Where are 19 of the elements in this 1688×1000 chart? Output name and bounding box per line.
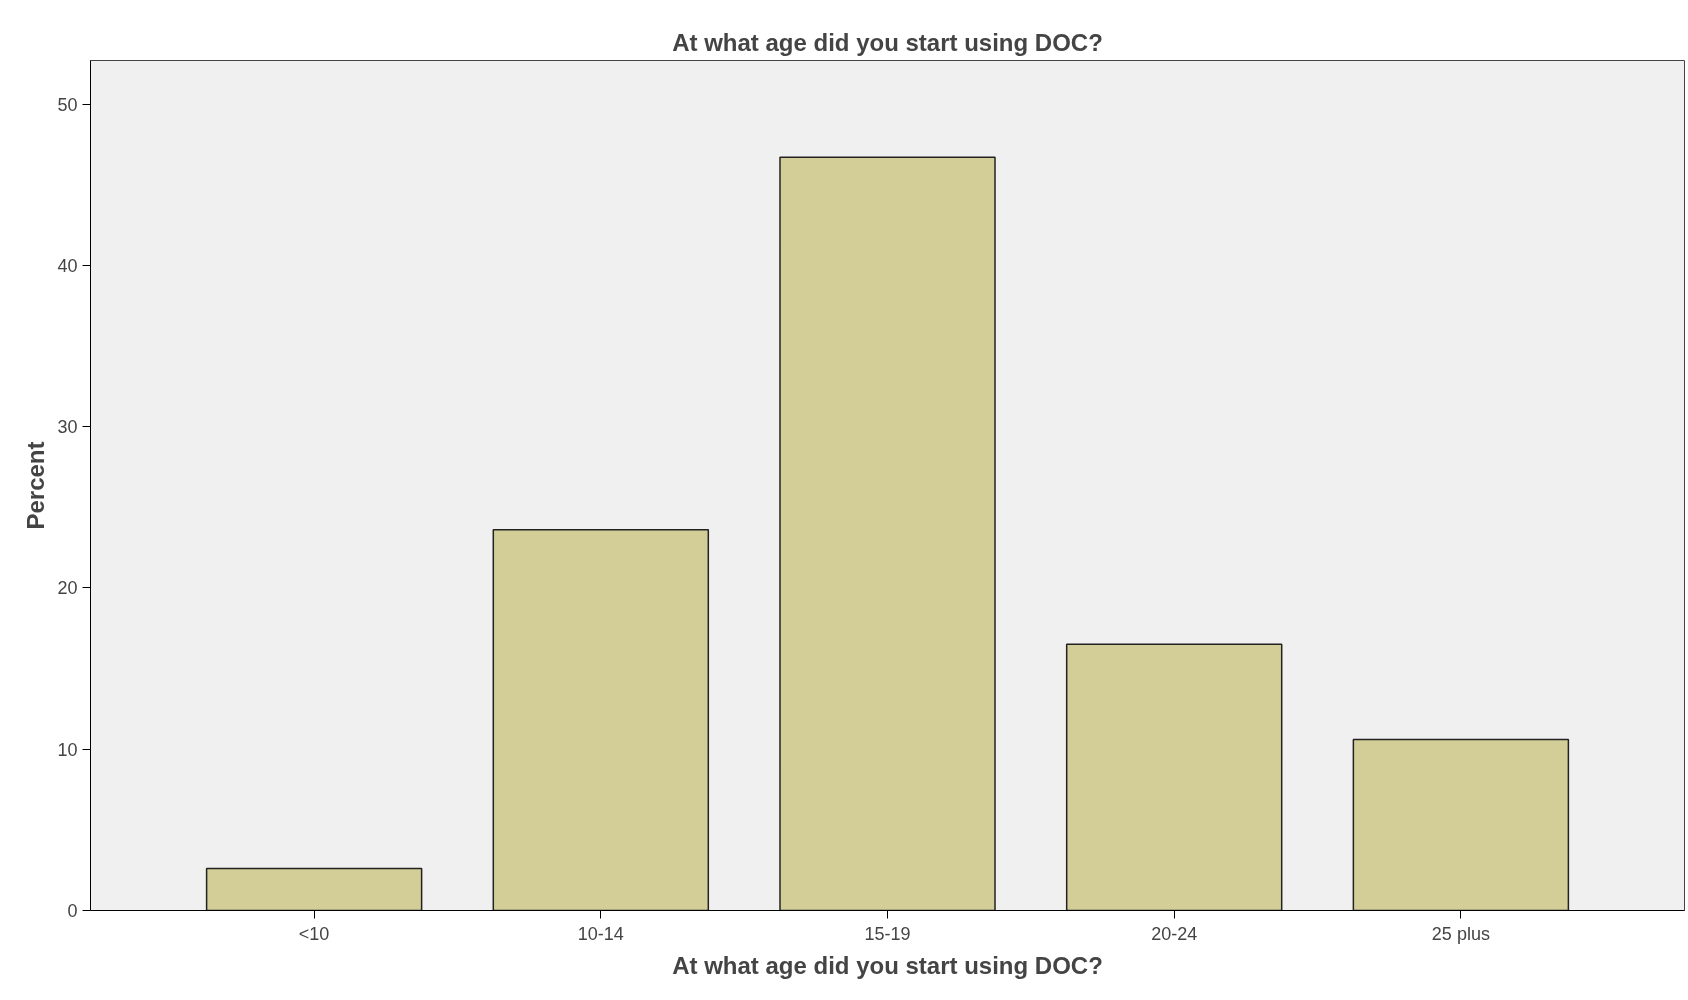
y-tick-label: 10	[57, 739, 78, 760]
y-tick-label: 30	[57, 417, 78, 438]
bar	[1065, 643, 1283, 911]
y-axis-title: Percent	[22, 441, 50, 530]
x-tick-label: 25 plus	[1431, 923, 1490, 944]
y-tick-label: 0	[67, 901, 78, 921]
y-tick-label: 50	[57, 94, 78, 115]
y-tick-label: 40	[57, 255, 78, 276]
x-axis-title: At what age did you start using DOC?	[672, 951, 1103, 979]
bar	[205, 867, 423, 911]
bar	[1352, 738, 1570, 911]
x-tick-label: 15-19	[864, 923, 911, 944]
x-tick-label: 10-14	[577, 923, 624, 944]
y-tick-label: 20	[57, 578, 78, 599]
x-tick-label: 20-24	[1151, 923, 1198, 944]
chart-title: At what age did you start using DOC?	[672, 28, 1103, 56]
bar	[779, 156, 996, 911]
bar	[492, 529, 710, 911]
x-tick-label: <10	[298, 923, 330, 944]
